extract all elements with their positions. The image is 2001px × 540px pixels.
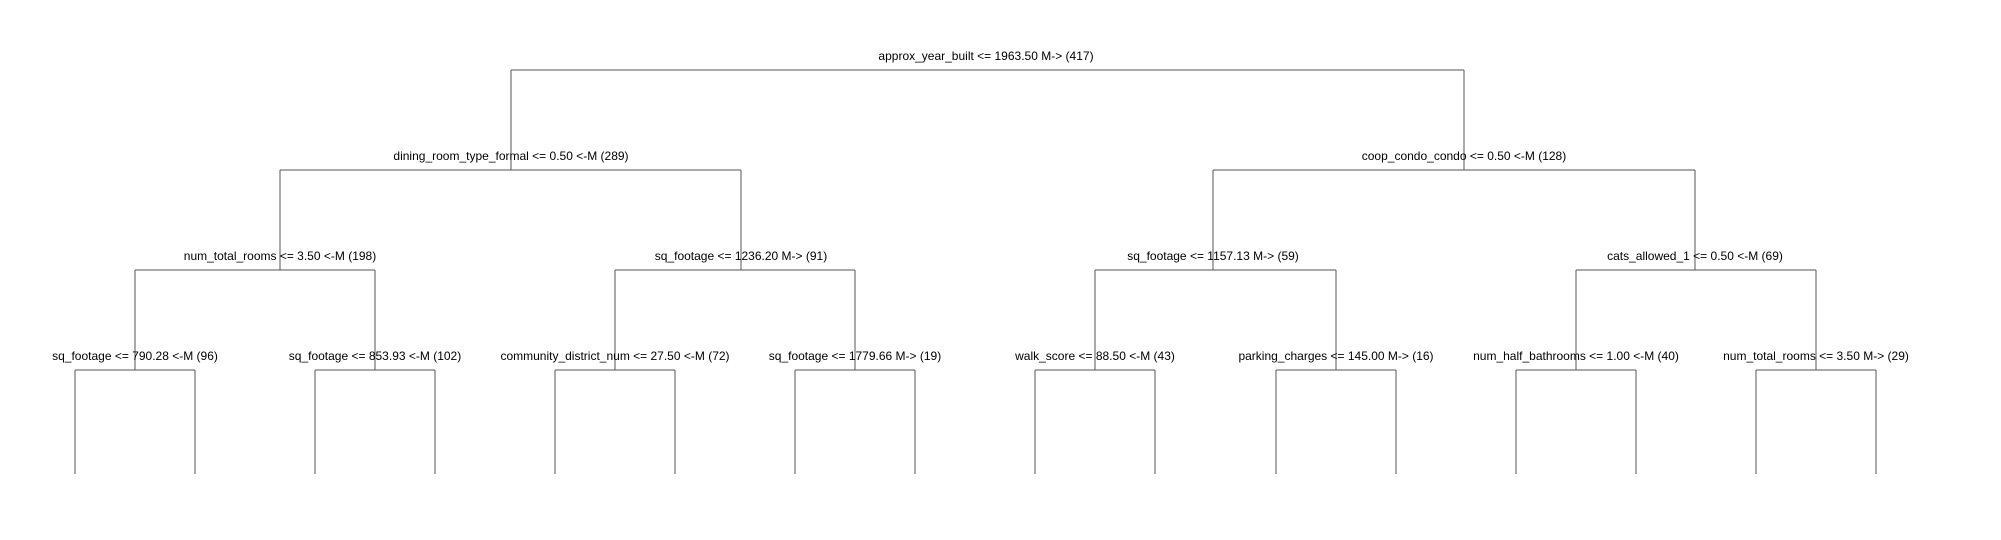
node-label-ll: num_total_rooms <= 3.50 <-M (198) [184,249,376,263]
node-label-lrr: sq_footage <= 1779.66 M-> (19) [769,349,941,363]
node-label-lll: sq_footage <= 790.28 <-M (96) [52,349,218,363]
node-label-llr: sq_footage <= 853.93 <-M (102) [289,349,461,363]
tree-edges [74,69,1877,474]
node-label-rlr: parking_charges <= 145.00 M-> (16) [1238,349,1433,363]
node-label-rl: sq_footage <= 1157.13 M-> (59) [1127,249,1299,263]
node-label-rrr: num_total_rooms <= 3.50 M-> (29) [1723,349,1909,363]
node-label-root: approx_year_built <= 1963.50 M-> (417) [878,49,1093,63]
node-label-rr: cats_allowed_1 <= 0.50 <-M (69) [1607,249,1783,263]
node-label-rll: walk_score <= 88.50 <-M (43) [1014,349,1175,363]
tree-labels: approx_year_built <= 1963.50 M-> (417) di… [52,49,1909,363]
node-label-lrl: community_district_num <= 27.50 <-M (72) [500,349,729,363]
node-label-lr: sq_footage <= 1236.20 M-> (91) [655,249,827,263]
node-label-rrl: num_half_bathrooms <= 1.00 <-M (40) [1473,349,1679,363]
node-label-l: dining_room_type_formal <= 0.50 <-M (289… [393,149,628,163]
node-label-r: coop_condo_condo <= 0.50 <-M (128) [1362,149,1566,163]
